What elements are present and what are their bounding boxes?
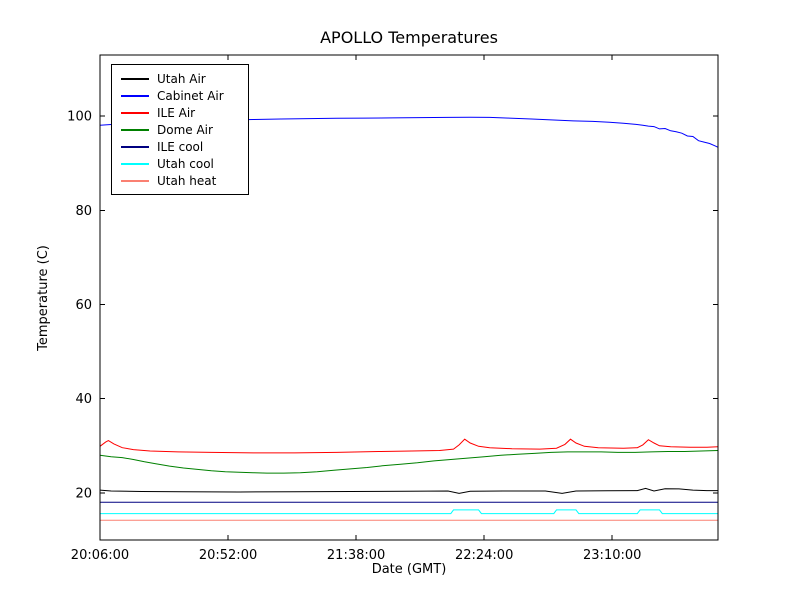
legend-label: Cabinet Air — [157, 88, 224, 103]
legend-item: Utah Air — [121, 71, 238, 86]
legend-item: ILE cool — [121, 139, 238, 154]
plot-border — [99, 54, 719, 541]
x-tick-label: 21:38:00 — [327, 548, 385, 563]
legend-line-swatch — [121, 77, 149, 80]
legend-label: Utah heat — [157, 173, 217, 188]
chart-title: APOLLO Temperatures — [320, 28, 498, 47]
axis-ticks: 20:06:00 20:52:00 21:38:00 22:24:00 23:10:00… — [67, 55, 718, 563]
x-tick-label: 22:24:00 — [455, 548, 513, 563]
series-line-ile-air — [99, 438, 719, 454]
legend-line-swatch — [121, 111, 149, 114]
legend-item: Cabinet Air — [121, 88, 238, 103]
legend-label: ILE Air — [157, 105, 196, 120]
x-tick-label: 20:06:00 — [71, 548, 129, 563]
legend-label: Utah cool — [157, 156, 214, 171]
legend-item: Utah cool — [121, 156, 238, 171]
y-tick-label: 100 — [67, 110, 92, 125]
y-axis-label: Temperature (C) — [36, 245, 51, 352]
series-lines — [99, 116, 719, 521]
y-tick-label: 60 — [75, 298, 92, 313]
legend-label: ILE cool — [157, 139, 204, 154]
y-tick-label: 20 — [75, 486, 92, 501]
legend-line-swatch — [121, 145, 149, 148]
legend-line-swatch — [121, 128, 149, 131]
x-tick-label: 20:52:00 — [199, 548, 257, 563]
series-line-cabinet-air — [99, 116, 719, 148]
legend-item: Utah heat — [121, 173, 238, 188]
legend-item: ILE Air — [121, 105, 238, 120]
y-tick-label: 80 — [75, 204, 92, 219]
legend-item: Dome Air — [121, 122, 238, 137]
y-tick-label: 40 — [75, 392, 92, 407]
legend-line-swatch — [121, 179, 149, 182]
series-line-utah-air — [99, 487, 718, 494]
legend: Utah Air Cabinet Air ILE Air Dome Air ILE co… — [111, 64, 249, 195]
x-axis-label: Date (GMT) — [372, 562, 447, 577]
legend-line-swatch — [121, 162, 149, 165]
legend-label: Utah Air — [157, 71, 206, 86]
series-line-dome-air — [99, 450, 719, 474]
x-tick-label: 23:10:00 — [583, 548, 641, 563]
legend-line-swatch — [121, 94, 149, 97]
series-line-utah-cool — [100, 509, 718, 515]
legend-label: Dome Air — [157, 122, 213, 137]
